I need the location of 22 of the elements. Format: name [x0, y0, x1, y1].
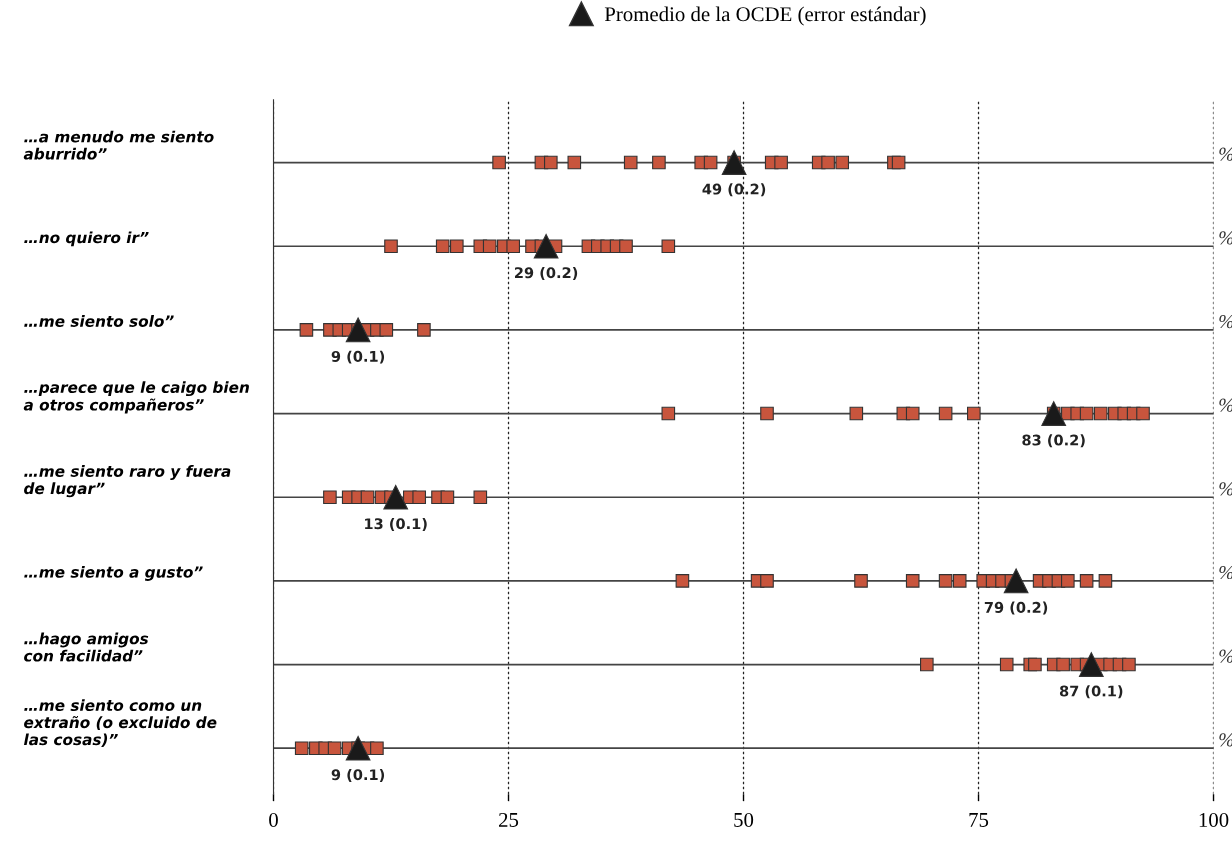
- x-tick-label: 100: [1199, 812, 1229, 827]
- y-tick-label: …me siento a gusto”: [24, 565, 203, 581]
- y-tick-label: …a menudo me siento aburrido”: [23, 130, 214, 160]
- data-label: 9 (0.1): [331, 768, 385, 782]
- data-label: 83 (0.2): [1022, 434, 1085, 448]
- data-label: 9 (0.1): [331, 350, 385, 364]
- data-label: 29 (0.2): [514, 266, 578, 280]
- data-label: 79 (0.2): [984, 601, 1048, 615]
- data-label: 49 (0.2): [702, 183, 766, 197]
- y-tick-label: …no quiero ir”: [24, 231, 149, 247]
- x-tick-label: 75: [969, 813, 989, 827]
- legend-label: Promedio de la OCDE (error estándar): [604, 6, 926, 26]
- y-tick-label: …me siento como un extraño (o excluido de las cosas)”: [23, 699, 217, 748]
- y-tick-label: …parece que le caigo bien a otros compañeros”: [23, 381, 249, 414]
- x-tick-label: 25: [499, 812, 519, 827]
- x-tick-label: 50: [734, 812, 754, 827]
- x-tick-label: 0: [269, 812, 278, 827]
- data-label: 87 (0.1): [1059, 685, 1123, 699]
- y-tick-label: …me siento solo”: [24, 315, 174, 327]
- y-tick-label: …me siento raro y fuera de lugar”: [24, 465, 231, 498]
- y-tick-label: …hago amigos con facilidad”: [24, 632, 149, 662]
- data-label: 13 (0.1): [365, 517, 427, 531]
